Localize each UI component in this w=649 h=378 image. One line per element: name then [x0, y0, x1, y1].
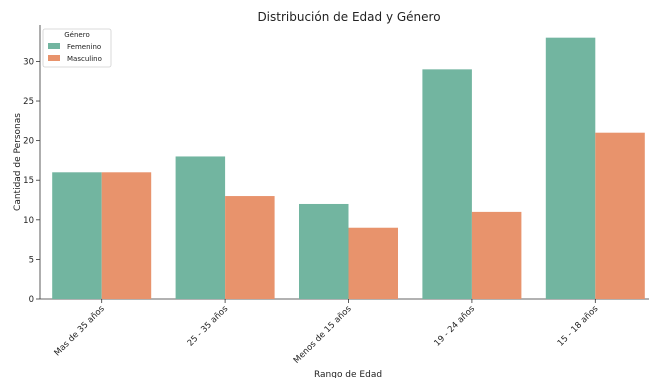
y-axis-label: Cantidad de Personas	[13, 113, 23, 211]
y-axis: 0 5 10 15 20 25 30	[23, 25, 41, 305]
y-tick-label: 5	[29, 255, 34, 265]
legend-title: Género	[64, 31, 89, 39]
bar-masculino-3	[348, 227, 398, 299]
x-tick-label: 15 - 18 años	[556, 304, 601, 349]
bar-femenino-2	[175, 156, 226, 299]
bar-femenino-1	[52, 172, 102, 299]
x-tick-label: 25 - 35 años	[186, 304, 231, 349]
bar-masculino-1	[101, 172, 152, 299]
y-tick-label: 10	[23, 216, 34, 226]
x-axis: Mas de 35 años 25 - 35 años Menos de 15 añ…	[40, 298, 649, 366]
legend-label-masculino: Masculino	[67, 55, 102, 63]
bar-femenino-5	[545, 37, 596, 299]
bar-masculino-2	[225, 196, 275, 299]
x-tick-label: 19 - 24 años	[432, 304, 477, 349]
y-tick-label: 15	[23, 176, 34, 186]
bar-femenino-3	[299, 203, 349, 299]
x-axis-label: Rango de Edad	[314, 370, 382, 378]
bar-masculino-4	[471, 211, 522, 299]
bar-masculino-5	[595, 132, 645, 299]
y-tick-label: 0	[29, 295, 34, 305]
bar-femenino-4	[422, 69, 472, 299]
x-tick-label: Mas de 35 años	[53, 304, 108, 359]
y-tick-label: 20	[23, 137, 34, 147]
x-tick-label: Menos de 15 años	[292, 304, 354, 366]
legend-swatch-femenino	[48, 43, 60, 49]
y-tick-label: 30	[23, 57, 34, 67]
legend-swatch-masculino	[48, 55, 60, 61]
bars	[52, 37, 645, 299]
y-ticks: 0 5 10 15 20 25 30	[23, 57, 40, 305]
x-ticks: Mas de 35 años 25 - 35 años Menos de 15 añ…	[53, 299, 601, 366]
y-tick-label: 25	[23, 97, 34, 107]
legend: Género Femenino Masculino	[42, 28, 112, 68]
chart-title: Distribución de Edad y Género	[257, 10, 440, 24]
legend-label-femenino: Femenino	[67, 43, 101, 51]
